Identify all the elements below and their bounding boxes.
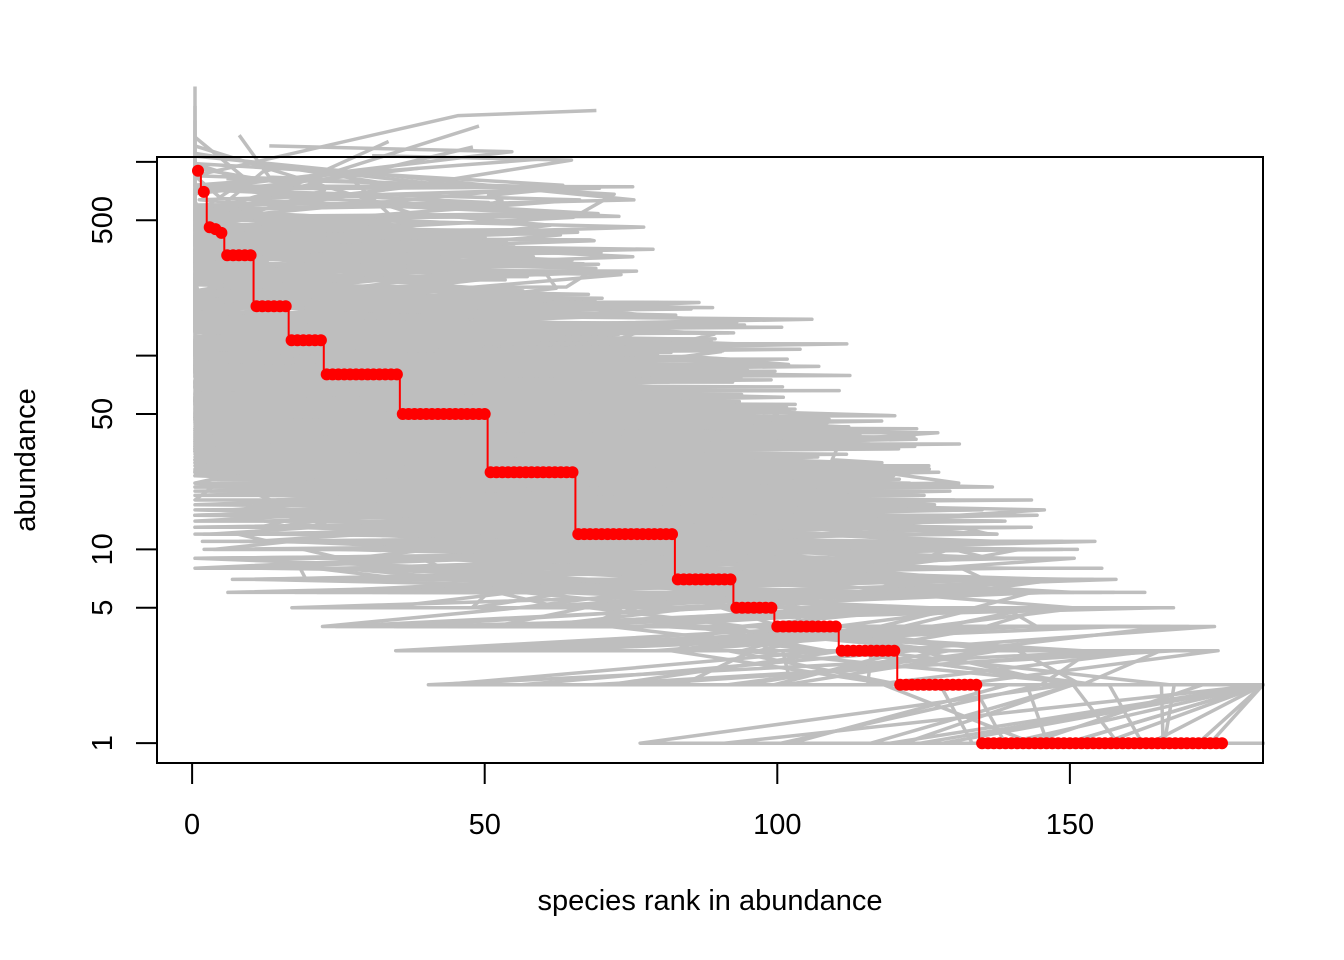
y-tick-label: 5 xyxy=(87,600,119,616)
observed-point xyxy=(566,466,579,479)
observed-point xyxy=(724,573,737,586)
observed-point xyxy=(215,226,228,239)
observed-points xyxy=(192,164,1228,750)
observed-point xyxy=(390,368,403,381)
x-tick-label: 0 xyxy=(184,809,200,841)
observed-point xyxy=(197,185,210,198)
x-tick-label: 50 xyxy=(469,809,501,841)
y-tick-label: 500 xyxy=(87,196,119,244)
y-tick-label: 50 xyxy=(87,398,119,430)
y-tick-label: 1 xyxy=(87,735,119,751)
observed-point xyxy=(888,644,901,657)
observed-point xyxy=(829,620,842,633)
y-tick-label: 10 xyxy=(87,533,119,565)
observed-point xyxy=(765,601,778,614)
simulated-lines xyxy=(193,86,1265,745)
observed-point xyxy=(192,164,204,177)
observed-point xyxy=(478,408,491,420)
observed-point xyxy=(244,249,257,262)
y-axis: 1 5 10 50 500 xyxy=(87,160,158,751)
x-axis: 0 50 100 150 xyxy=(184,762,1094,841)
observed-point xyxy=(666,528,678,541)
observed-point xyxy=(970,678,983,691)
observed-point xyxy=(314,334,327,347)
observed-point xyxy=(1216,737,1228,750)
y-axis-label: abundance xyxy=(10,388,42,532)
x-axis-label: species rank in abundance xyxy=(537,885,882,917)
x-tick-label: 150 xyxy=(1046,809,1094,841)
observed-point xyxy=(279,300,292,313)
x-tick-label: 100 xyxy=(753,809,801,841)
